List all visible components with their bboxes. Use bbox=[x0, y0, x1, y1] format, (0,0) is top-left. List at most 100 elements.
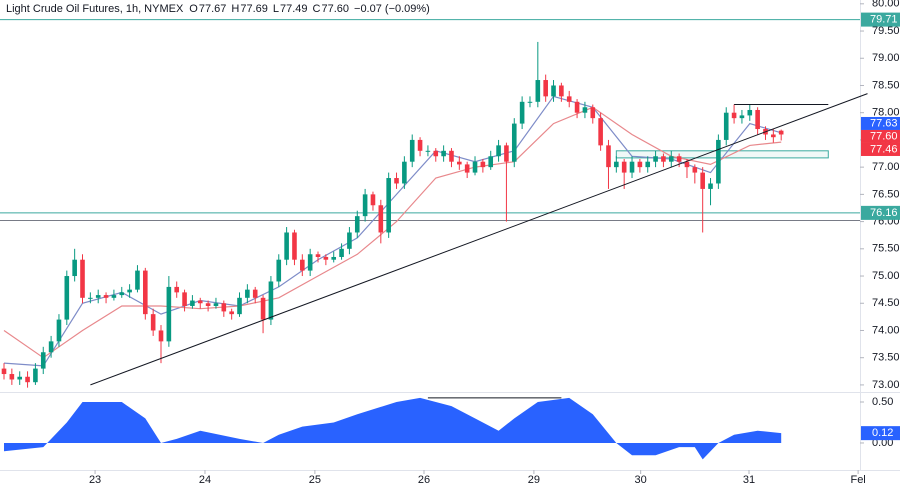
candle-body bbox=[598, 118, 603, 146]
moving-average bbox=[3, 106, 782, 359]
candle-body bbox=[606, 145, 611, 168]
candle-body bbox=[347, 232, 352, 249]
y-tick-label: 75.50 bbox=[872, 243, 900, 255]
candle-body bbox=[229, 311, 234, 315]
level-tag bbox=[861, 205, 900, 220]
y-tick-label: 73.00 bbox=[872, 379, 900, 391]
candle-body bbox=[417, 139, 423, 151]
candle-body bbox=[143, 270, 148, 315]
level-label: 79.71 bbox=[870, 14, 898, 26]
y-tick-label: 76.50 bbox=[872, 188, 900, 200]
x-tick-label: 29 bbox=[528, 474, 540, 486]
candle-body bbox=[237, 297, 242, 315]
candle-body bbox=[582, 107, 588, 113]
price-tag bbox=[861, 129, 900, 143]
oscillator-tag-label: 0.12 bbox=[872, 427, 893, 439]
candle-body bbox=[150, 314, 156, 331]
y-tick-label: 78.00 bbox=[872, 107, 900, 119]
chart-title: Light Crude Oil Futures, 1h, NYMEX bbox=[6, 3, 184, 15]
candle-body bbox=[637, 161, 643, 168]
candle-body bbox=[527, 101, 533, 103]
price-tag-label: 77.46 bbox=[870, 143, 898, 155]
x-tick-label: 23 bbox=[89, 474, 101, 486]
candle-body bbox=[716, 139, 721, 184]
y-tick-label: 77.00 bbox=[872, 161, 900, 173]
ohlc-label: H bbox=[231, 3, 239, 15]
candle-body bbox=[574, 101, 580, 113]
candle-body bbox=[480, 161, 486, 168]
candle-body bbox=[425, 150, 431, 152]
candle-body bbox=[668, 156, 674, 162]
ohlc-value: 77.69 bbox=[240, 3, 268, 15]
candle-body bbox=[354, 216, 360, 233]
x-tick-label: 30 bbox=[635, 474, 647, 486]
ohlc-value: 77.49 bbox=[280, 3, 308, 15]
moving-average bbox=[3, 95, 782, 367]
y-tick-label: 79.00 bbox=[872, 52, 900, 64]
price-tag bbox=[861, 116, 900, 130]
candle-body bbox=[559, 85, 564, 97]
candle-body bbox=[684, 161, 690, 168]
candle-body bbox=[731, 112, 737, 119]
level-tag bbox=[861, 12, 900, 27]
ohlc-label: C bbox=[313, 3, 321, 15]
candle-body bbox=[402, 161, 407, 184]
candle-body bbox=[95, 295, 101, 298]
candle-body bbox=[245, 289, 250, 298]
candle-body bbox=[174, 286, 180, 293]
candle-body bbox=[496, 145, 501, 157]
candle-body bbox=[300, 259, 305, 271]
price-tag-label: 77.63 bbox=[870, 117, 898, 129]
candle-body bbox=[1, 368, 7, 375]
candle-body bbox=[394, 178, 399, 184]
x-tick-label: 24 bbox=[199, 474, 211, 486]
candle-body bbox=[449, 150, 454, 162]
candle-body bbox=[692, 167, 698, 173]
candle-body bbox=[331, 256, 337, 260]
y-tick-label: 74.00 bbox=[872, 324, 900, 336]
candle-body bbox=[771, 134, 776, 138]
x-tick-label: 25 bbox=[309, 474, 321, 486]
y-tick-label: 80.00 bbox=[872, 0, 900, 10]
candle-body bbox=[441, 150, 446, 157]
y-tick-label: 79.50 bbox=[872, 25, 900, 37]
candle-body bbox=[566, 96, 572, 102]
ohlc-label: O bbox=[189, 3, 198, 15]
candle-body bbox=[221, 303, 227, 312]
candle-body bbox=[653, 156, 658, 162]
candle-body bbox=[190, 300, 195, 306]
ohlc-value: 77.60 bbox=[321, 3, 349, 15]
candle-body bbox=[276, 259, 282, 282]
x-tick-label: 26 bbox=[418, 474, 430, 486]
candle-body bbox=[708, 183, 713, 189]
ohlc-value: 77.67 bbox=[199, 3, 227, 15]
candle-body bbox=[182, 292, 187, 306]
candle-body bbox=[472, 161, 478, 173]
y2-tick-label: 0.50 bbox=[872, 396, 893, 408]
candle-body bbox=[323, 256, 329, 260]
candle-body bbox=[205, 303, 211, 306]
y-tick-label: 73.50 bbox=[872, 352, 900, 364]
level-label: 76.16 bbox=[870, 207, 898, 219]
candle-body bbox=[386, 178, 391, 233]
candle-body bbox=[755, 109, 760, 130]
trendline bbox=[90, 93, 868, 386]
candle-body bbox=[661, 156, 666, 162]
candle-body bbox=[127, 289, 132, 293]
candle-body bbox=[511, 123, 517, 162]
candle-body bbox=[409, 139, 415, 162]
candle-body bbox=[723, 112, 729, 140]
candle-body bbox=[33, 368, 38, 383]
candle-body bbox=[292, 232, 297, 260]
candle-body bbox=[370, 194, 376, 206]
ohlc-label: L bbox=[273, 3, 279, 15]
candle-body bbox=[158, 330, 164, 342]
candle-body bbox=[629, 161, 635, 173]
oscillator-area bbox=[4, 397, 782, 460]
candle-body bbox=[268, 281, 274, 320]
candle-body bbox=[111, 295, 117, 298]
candle-body bbox=[535, 80, 541, 102]
candle-body bbox=[551, 85, 556, 97]
candle-body bbox=[9, 374, 15, 380]
